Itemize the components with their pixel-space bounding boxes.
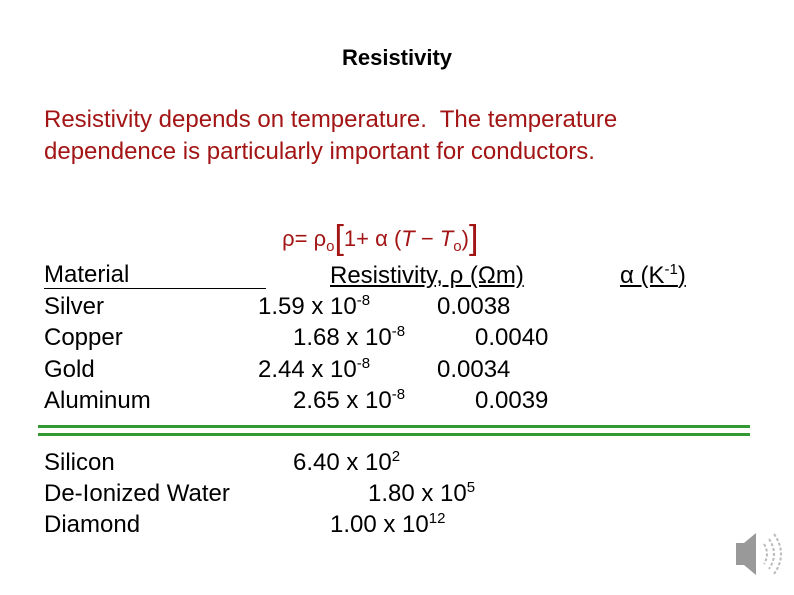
resistivity: 2.65 x 10-8 <box>293 387 405 415</box>
material: Silicon <box>44 449 115 476</box>
material: Silver <box>44 293 105 320</box>
header-material: Material <box>44 262 266 289</box>
exp: -8 <box>391 386 406 403</box>
material: De-Ionized Water <box>44 480 230 507</box>
divider <box>38 433 750 436</box>
eq-part: ρ= ρ <box>282 226 327 251</box>
exp: 12 <box>428 510 446 527</box>
text: α (K <box>620 262 665 289</box>
material: Aluminum <box>44 387 151 414</box>
resistivity: 1.00 x 1012 <box>330 511 445 539</box>
exp: 2 <box>391 448 401 465</box>
eq-var: T <box>439 226 454 251</box>
eq-part: − <box>414 226 440 251</box>
intro-line: dependence is particularly important for… <box>44 138 595 165</box>
text: 1.68 x 10 <box>293 324 392 351</box>
text: 6.40 x 10 <box>293 449 392 476</box>
resistivity: 6.40 x 102 <box>293 449 400 477</box>
eq-part: ) <box>461 226 469 251</box>
eq-sub: o <box>453 238 462 255</box>
resistivity: 2.44 x 10-8 <box>258 356 370 384</box>
header-alpha: α (K-1) <box>620 262 686 290</box>
title: Resistivity <box>341 45 453 70</box>
eq-part: 1+ α ( <box>343 226 402 251</box>
resistivity: 1.68 x 10-8 <box>293 324 405 352</box>
alpha: 0.0039 <box>475 387 549 414</box>
text: 1.00 x 10 <box>330 511 429 538</box>
eq-bracket: [ <box>334 219 344 257</box>
text: 1.59 x 10 <box>258 293 357 320</box>
exp: -1 <box>664 261 678 278</box>
intro-line: Resistivity depends on temperature. The … <box>44 106 618 133</box>
exp: -8 <box>391 323 406 340</box>
eq-sub: o <box>326 238 335 255</box>
speaker-icon <box>736 533 782 575</box>
material: Diamond <box>44 511 141 538</box>
divider <box>38 425 750 428</box>
text: 1.80 x 10 <box>368 480 467 507</box>
alpha: 0.0040 <box>475 324 549 351</box>
header-resistivity: Resistivity, ρ (Ωm) <box>330 262 524 289</box>
equation: ρ= ρo[1+ α (T − To)] <box>276 196 478 261</box>
exp: 5 <box>466 479 476 496</box>
alpha: 0.0034 <box>437 356 511 383</box>
material: Copper <box>44 324 123 351</box>
eq-bracket: ] <box>468 219 479 257</box>
exp: -8 <box>356 292 371 309</box>
text: 2.44 x 10 <box>258 356 357 383</box>
exp: -8 <box>356 355 371 372</box>
text: 2.65 x 10 <box>293 387 392 414</box>
resistivity: 1.59 x 10-8 <box>258 293 370 321</box>
eq-var: T <box>401 226 415 251</box>
material: Gold <box>44 356 95 383</box>
resistivity: 1.80 x 105 <box>368 480 475 508</box>
alpha: 0.0038 <box>437 293 511 320</box>
text: ) <box>677 262 686 289</box>
